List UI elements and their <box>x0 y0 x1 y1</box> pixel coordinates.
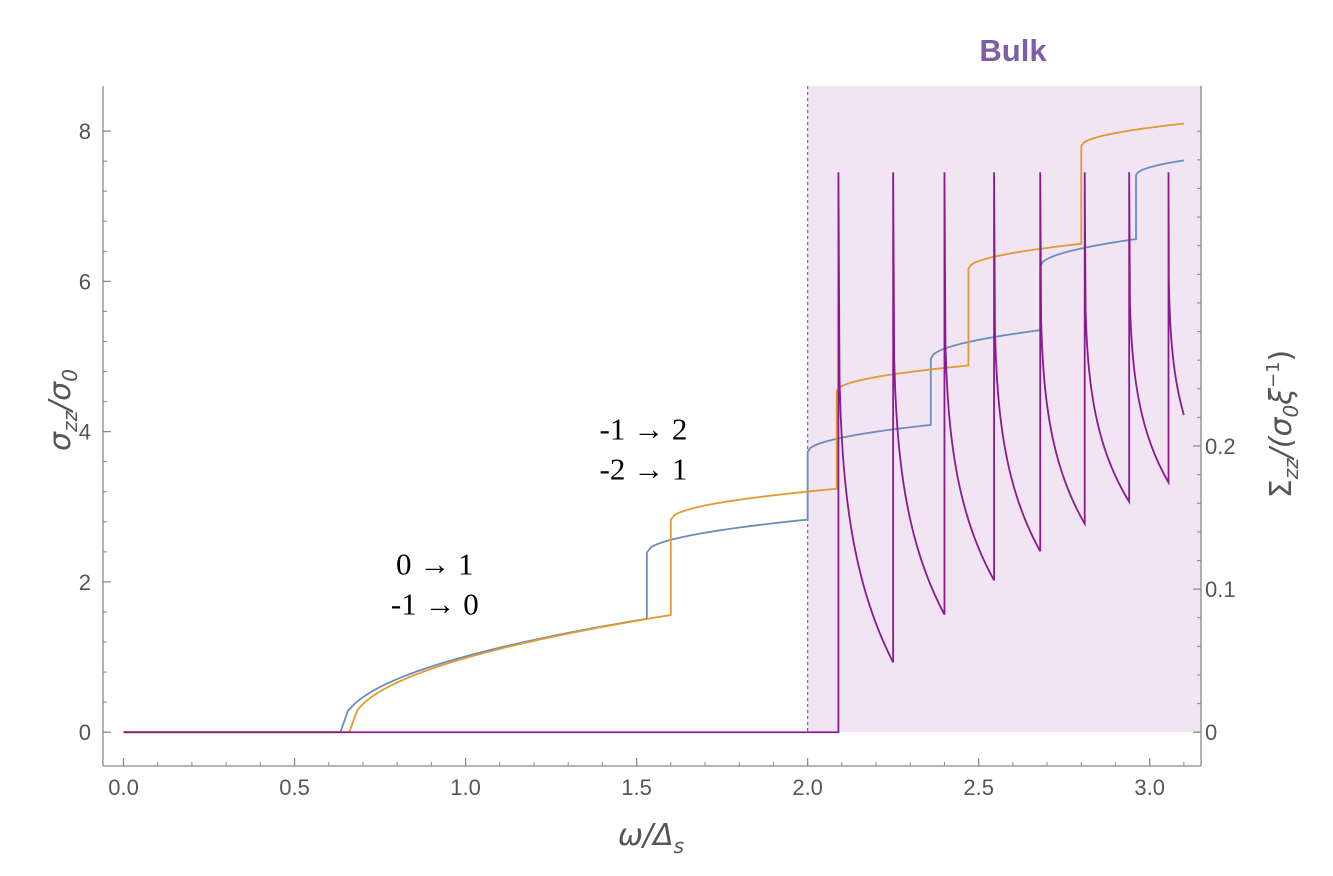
y-right-tick-label: 0.2 <box>1205 434 1236 459</box>
x-tick-label: 2.5 <box>963 775 994 800</box>
series-line-orange <box>123 122 1184 734</box>
y-right-axis-title-part: −1 <box>1263 361 1284 388</box>
y-right-tick-label: 0.1 <box>1205 577 1236 602</box>
y-right-tick-label: 0 <box>1205 720 1217 745</box>
y-right-axis-title-part: Σ <box>1264 479 1299 498</box>
y-left-tick-label: 4 <box>79 420 91 445</box>
x-tick-label: 3.0 <box>1134 775 1165 800</box>
y-right-axis-title-part: ξ <box>1264 388 1299 406</box>
x-axis-title: ω/Δs <box>618 818 684 858</box>
transition-annotation: -1 → 0 <box>391 587 479 622</box>
y-left-tick-label: 8 <box>79 119 91 144</box>
series-line-purple <box>123 172 1185 734</box>
y-left-axis-title-part: 0 <box>58 369 82 382</box>
series-line-blue <box>123 159 1185 734</box>
x-tick-label: 2.0 <box>792 775 823 800</box>
y-left-axis-title-part: σ <box>43 431 78 451</box>
bulk-label: Bulk <box>979 33 1047 68</box>
y-right-axis-title-part: /(σ <box>1264 416 1299 461</box>
y-left-axis-title: σzz/σ0 <box>43 369 82 451</box>
x-tick-label: 1.5 <box>621 775 652 800</box>
y-left-axis-title-part: /σ <box>43 381 78 414</box>
y-left-tick-label: 6 <box>79 269 91 294</box>
y-right-axis-title-part: 0 <box>1279 405 1303 418</box>
y-left-tick-label: 2 <box>79 570 91 595</box>
x-axis-title-sub: s <box>674 834 684 858</box>
transition-annotation: 0 → 1 <box>396 547 474 582</box>
y-left-tick-label: 0 <box>79 720 91 745</box>
x-tick-label: 0.5 <box>279 775 310 800</box>
transition-annotation: -1 → 2 <box>600 411 688 446</box>
bulk-region <box>807 86 1201 733</box>
x-tick-label: 0.0 <box>108 775 139 800</box>
y-right-axis-title-part: ) <box>1264 350 1299 362</box>
x-axis-title-main: ω/Δ <box>618 818 674 853</box>
y-left-axis-title-part: zz <box>58 410 82 432</box>
y-right-axis-title: Σzz/(σ0ξ−1) <box>1263 350 1303 499</box>
x-tick-label: 1.0 <box>450 775 481 800</box>
y-right-axis-title-part: zz <box>1279 458 1303 480</box>
transition-annotation: -2 → 1 <box>600 451 688 486</box>
